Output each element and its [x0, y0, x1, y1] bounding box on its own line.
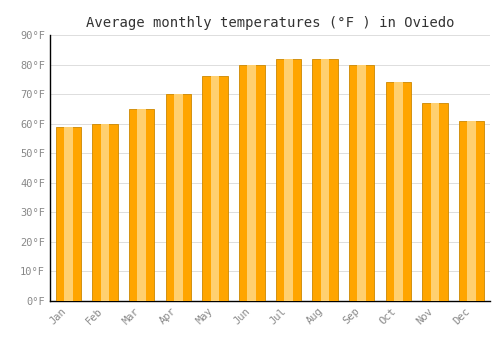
Bar — [210, 76, 220, 301]
Bar — [92, 124, 118, 301]
Bar — [349, 64, 374, 301]
Bar — [247, 64, 256, 301]
Bar — [166, 94, 191, 301]
Bar — [394, 82, 403, 301]
Bar — [320, 59, 330, 301]
Bar — [422, 103, 448, 301]
Bar — [64, 127, 73, 301]
Bar — [386, 82, 411, 301]
Title: Average monthly temperatures (°F ) in Oviedo: Average monthly temperatures (°F ) in Ov… — [86, 16, 454, 30]
Bar — [276, 59, 301, 301]
Bar — [467, 121, 476, 301]
Bar — [129, 109, 154, 301]
Bar — [202, 76, 228, 301]
Bar — [239, 64, 264, 301]
Bar — [459, 121, 484, 301]
Bar — [137, 109, 146, 301]
Bar — [284, 59, 293, 301]
Bar — [357, 64, 366, 301]
Bar — [430, 103, 440, 301]
Bar — [174, 94, 183, 301]
Bar — [312, 59, 338, 301]
Bar — [100, 124, 110, 301]
Bar — [56, 127, 81, 301]
